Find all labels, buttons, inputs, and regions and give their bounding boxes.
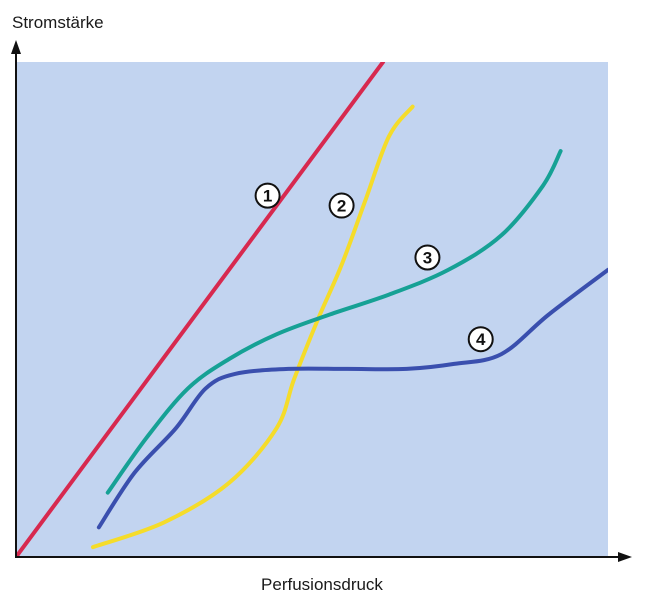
series-marker-circle <box>467 326 494 353</box>
series-line-4 <box>96 267 608 530</box>
series-marker-circle <box>414 244 441 271</box>
y-axis-arrow <box>11 40 21 54</box>
series-marker-circle <box>328 192 355 219</box>
series-marker-label: 2 <box>337 197 346 216</box>
series-marker-1: 1 <box>254 182 281 209</box>
series-line-3 <box>105 149 563 495</box>
series-layer <box>16 62 608 557</box>
series-marker-label: 3 <box>423 249 432 268</box>
series-marker-2: 2 <box>328 192 355 219</box>
series-line-2 <box>90 104 415 550</box>
series-marker-3: 3 <box>414 244 441 271</box>
y-axis-label: Stromstärke <box>12 13 104 32</box>
series-marker-label: 1 <box>263 187 272 206</box>
series-line-1 <box>16 62 386 557</box>
x-axis-label: Perfusionsdruck <box>261 575 383 594</box>
plot-area <box>16 62 608 557</box>
series-marker-4: 4 <box>467 326 494 353</box>
series-marker-label: 4 <box>476 330 486 349</box>
marker-layer: 1 2 3 4 <box>254 182 494 353</box>
axes <box>11 40 632 562</box>
x-axis-arrow <box>618 552 632 562</box>
series-marker-circle <box>254 182 281 209</box>
